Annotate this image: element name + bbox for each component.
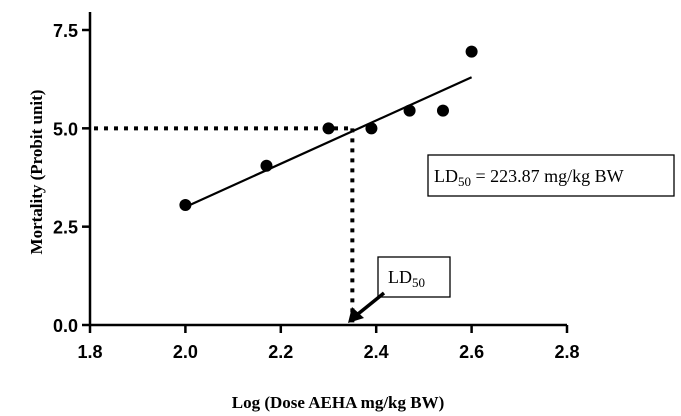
y-axis-title: Mortality (Probit unit) — [27, 90, 46, 255]
svg-text:LD50 = 223.87 mg/kg BW: LD50 = 223.87 mg/kg BW — [434, 166, 624, 189]
data-points — [179, 45, 478, 212]
ld50-callout: LD50 — [348, 256, 451, 323]
x-tick-label: 2.0 — [173, 342, 198, 362]
ld50-callout-box — [377, 256, 451, 298]
ld50-arrow-shaft — [356, 291, 386, 316]
data-point — [465, 45, 478, 58]
data-point — [403, 104, 416, 117]
data-point — [260, 159, 273, 172]
x-axis-title: Log (Dose AEHA mg/kg BW) — [232, 393, 445, 412]
x-tick-label: 2.2 — [268, 342, 293, 362]
axes — [88, 12, 567, 327]
data-point — [179, 199, 192, 212]
ld50-reference-lines — [94, 126, 355, 325]
x-tick-label: 2.8 — [554, 342, 579, 362]
y-tick-label: 0.0 — [53, 316, 78, 336]
ld50-value-annotation: LD50 = 223.87 mg/kg BW — [427, 154, 675, 197]
ld50-callout-main: LD — [388, 267, 412, 287]
ld50-value-box — [427, 154, 675, 197]
ticks: 1.8 2.0 2.2 2.4 2.6 2.8 0.0 2.5 5.0 7.5 — [53, 21, 580, 362]
y-tick-label: 2.5 — [53, 218, 78, 238]
ld50-value-rest: = 223.87 mg/kg BW — [471, 166, 624, 186]
data-point — [436, 104, 449, 117]
x-tick-label: 2.4 — [364, 342, 389, 362]
y-tick-label: 7.5 — [53, 21, 78, 41]
y-tick-label: 5.0 — [53, 119, 78, 139]
ld50-callout-sub: 50 — [412, 275, 425, 290]
regression-line — [184, 76, 473, 209]
x-tick-label: 1.8 — [77, 342, 102, 362]
ld50-value-main: LD — [434, 166, 458, 186]
ld50-arrow-head — [348, 307, 364, 323]
ld50-value-sub: 50 — [458, 174, 471, 189]
data-point — [365, 122, 378, 135]
data-point — [322, 122, 335, 135]
x-tick-label: 2.6 — [459, 342, 484, 362]
svg-text:LD50: LD50 — [388, 267, 425, 290]
